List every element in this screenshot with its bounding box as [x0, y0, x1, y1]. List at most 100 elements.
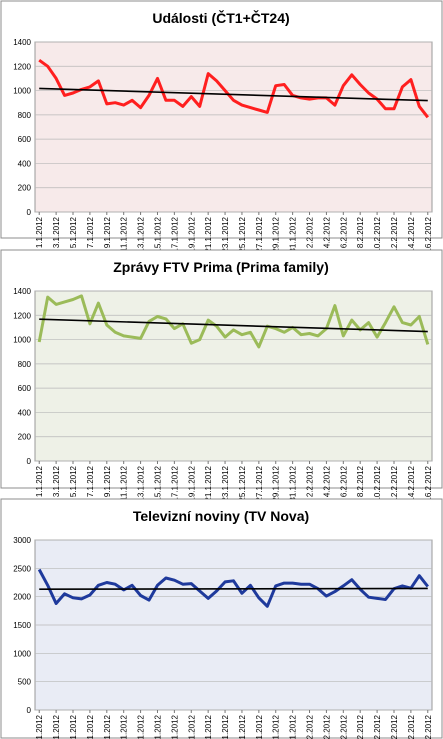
x-tick-label: 14.2.2012 [407, 216, 416, 252]
x-tick-label: 1.1.2012 [35, 465, 44, 497]
x-tick-label: 29.1.2012 [272, 465, 281, 501]
data-line [37, 294, 430, 349]
x-tick-label: 21.1.2012 [204, 216, 213, 252]
x-tick-label: 10.2.2012 [373, 216, 382, 252]
y-tick-label: 1200 [13, 311, 31, 320]
plot-area [34, 41, 433, 213]
x-tick-label: 10.2.2012 [373, 465, 382, 501]
x-tick-label: 4.2.2012 [322, 714, 331, 739]
x-tick-label: 3.1.2012 [52, 714, 61, 739]
x-tick-label: 6.2.2012 [339, 465, 348, 497]
x-tick-label: 7.1.2012 [86, 714, 95, 739]
x-tick-label: 25.1.2012 [238, 465, 247, 501]
x-tick-label: 4.2.2012 [322, 216, 331, 248]
x-tick-label: 9.1.2012 [103, 465, 112, 497]
x-tick-label: 14.2.2012 [407, 465, 416, 501]
x-tick-label: 16.2.2012 [424, 465, 433, 501]
x-tick-label: 27.1.2012 [255, 216, 264, 252]
y-tick-label: 600 [18, 384, 32, 393]
x-tick-label: 15.1.2012 [153, 714, 162, 739]
x-tick-label: 16.2.2012 [424, 714, 433, 739]
x-tick-label: 25.1.2012 [238, 216, 247, 252]
x-tick-label: 5.1.2012 [69, 714, 78, 739]
y-tick-label: 1400 [13, 287, 31, 296]
x-tick-label: 9.1.2012 [103, 216, 112, 248]
x-tick-label: 13.1.2012 [137, 714, 146, 739]
x-tick-label: 12.2.2012 [390, 216, 399, 252]
x-tick-label: 4.2.2012 [322, 465, 331, 497]
x-tick-label: 27.1.2012 [255, 465, 264, 501]
x-tick-label: 11.1.2012 [120, 465, 129, 501]
x-tick-label: 5.1.2012 [69, 216, 78, 248]
y-tick-label: 2500 [13, 564, 31, 573]
data-line [37, 568, 429, 608]
y-tick-label: 400 [18, 159, 32, 168]
y-tick-label: 0 [27, 208, 32, 217]
x-tick-label: 19.1.2012 [187, 714, 196, 739]
y-tick-label: 500 [18, 678, 32, 687]
y-tick-label: 400 [18, 408, 32, 417]
y-tick-label: 0 [27, 457, 32, 466]
x-tick-label: 15.1.2012 [153, 465, 162, 501]
x-tick-label: 2.2.2012 [306, 216, 315, 248]
x-tick-label: 29.1.2012 [272, 216, 281, 252]
y-tick-label: 200 [18, 433, 32, 442]
data-line [38, 58, 429, 119]
x-tick-label: 16.2.2012 [424, 216, 433, 252]
y-tick-label: 3000 [13, 536, 31, 545]
x-tick-label: 8.2.2012 [356, 216, 365, 248]
chart-title: Zprávy FTV Prima (Prima family) [113, 259, 329, 275]
y-tick-label: 1000 [13, 649, 31, 658]
x-tick-label: 27.1.2012 [255, 714, 264, 739]
chart-title: Události (ČT1+ČT24) [152, 9, 289, 26]
x-tick-label: 3.1.2012 [52, 216, 61, 248]
x-tick-label: 7.1.2012 [86, 465, 95, 497]
x-tick-label: 3.1.2012 [52, 465, 61, 497]
y-tick-label: 1500 [13, 621, 31, 630]
x-tick-label: 11.1.2012 [120, 714, 129, 739]
x-tick-label: 14.2.2012 [407, 714, 416, 739]
x-tick-label: 6.2.2012 [339, 714, 348, 739]
plot-area [34, 290, 433, 462]
x-tick-label: 10.2.2012 [373, 714, 382, 739]
y-tick-label: 1400 [13, 38, 31, 47]
y-tick-label: 1000 [13, 336, 31, 345]
trend-line [39, 587, 428, 591]
x-tick-label: 6.2.2012 [339, 216, 348, 248]
x-tick-label: 13.1.2012 [137, 216, 146, 252]
x-tick-label: 2.2.2012 [306, 465, 315, 497]
x-tick-label: 1.1.2012 [35, 216, 44, 248]
x-tick-label: 15.1.2012 [153, 216, 162, 252]
x-tick-label: 19.1.2012 [187, 216, 196, 252]
y-tick-label: 200 [18, 184, 32, 193]
x-tick-label: 25.1.2012 [238, 714, 247, 739]
y-tick-label: 0 [27, 706, 32, 715]
x-tick-label: 23.1.2012 [221, 216, 230, 252]
x-tick-label: 17.1.2012 [170, 465, 179, 501]
x-tick-label: 31.1.2012 [289, 714, 298, 739]
x-tick-label: 17.1.2012 [170, 216, 179, 252]
x-tick-label: 8.2.2012 [356, 714, 365, 739]
x-tick-label: 11.1.2012 [120, 216, 129, 252]
y-tick-label: 800 [18, 360, 32, 369]
x-tick-label: 21.1.2012 [204, 465, 213, 501]
x-tick-label: 19.1.2012 [187, 465, 196, 501]
y-tick-label: 2000 [13, 593, 31, 602]
x-tick-label: 2.2.2012 [306, 714, 315, 739]
x-tick-label: 5.1.2012 [69, 465, 78, 497]
x-tick-label: 23.1.2012 [221, 714, 230, 739]
x-tick-label: 12.2.2012 [390, 465, 399, 501]
trend-line [39, 87, 428, 102]
x-tick-label: 31.1.2012 [289, 216, 298, 252]
y-tick-label: 1000 [13, 87, 31, 96]
x-tick-label: 7.1.2012 [86, 216, 95, 248]
chart-title: Televizní noviny (TV Nova) [133, 508, 309, 524]
x-tick-label: 13.1.2012 [137, 465, 146, 501]
x-tick-label: 23.1.2012 [221, 465, 230, 501]
x-tick-label: 9.1.2012 [103, 714, 112, 739]
x-tick-label: 17.1.2012 [170, 714, 179, 739]
y-tick-label: 600 [18, 135, 32, 144]
x-tick-label: 8.2.2012 [356, 465, 365, 497]
